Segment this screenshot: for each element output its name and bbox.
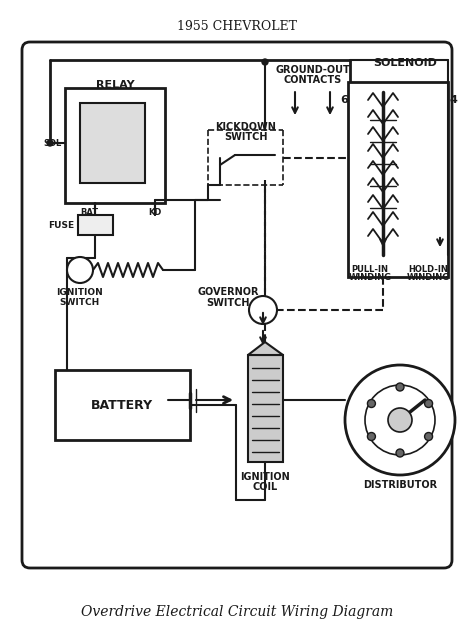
Text: PULL-IN: PULL-IN bbox=[352, 265, 389, 274]
Text: CONTACTS: CONTACTS bbox=[284, 75, 342, 85]
Text: SWITCH: SWITCH bbox=[206, 298, 250, 308]
Text: FUSE: FUSE bbox=[48, 221, 74, 229]
Circle shape bbox=[396, 383, 404, 391]
Circle shape bbox=[67, 257, 93, 283]
Text: IGNITION: IGNITION bbox=[240, 472, 290, 482]
Text: KD: KD bbox=[148, 208, 161, 217]
Circle shape bbox=[262, 59, 268, 65]
Text: DISTRIBUTOR: DISTRIBUTOR bbox=[363, 480, 437, 490]
Text: IGNITION: IGNITION bbox=[56, 288, 103, 297]
Polygon shape bbox=[248, 355, 283, 462]
Polygon shape bbox=[248, 342, 283, 355]
Circle shape bbox=[388, 408, 412, 432]
Bar bbox=[55, 370, 190, 440]
Circle shape bbox=[425, 399, 433, 408]
Bar bbox=[80, 103, 145, 183]
Text: BAT: BAT bbox=[80, 208, 98, 217]
Circle shape bbox=[396, 449, 404, 457]
Text: RELAY: RELAY bbox=[96, 80, 134, 90]
Text: 6: 6 bbox=[340, 95, 348, 105]
Text: Overdrive Electrical Circuit Wiring Diagram: Overdrive Electrical Circuit Wiring Diag… bbox=[81, 605, 393, 619]
Circle shape bbox=[345, 365, 455, 475]
Circle shape bbox=[425, 433, 433, 440]
Text: WINDING: WINDING bbox=[348, 273, 392, 282]
Text: COIL: COIL bbox=[252, 482, 278, 492]
Bar bbox=[65, 88, 165, 203]
Text: WINDING: WINDING bbox=[406, 273, 449, 282]
Circle shape bbox=[47, 140, 53, 146]
Text: 1955 CHEVROLET: 1955 CHEVROLET bbox=[177, 20, 297, 33]
Circle shape bbox=[367, 433, 375, 440]
Text: 4: 4 bbox=[450, 95, 458, 105]
Circle shape bbox=[367, 399, 375, 408]
Text: GOVERNOR: GOVERNOR bbox=[197, 287, 259, 297]
Bar bbox=[348, 82, 448, 277]
Bar bbox=[78, 215, 113, 235]
Text: SWITCH: SWITCH bbox=[60, 298, 100, 307]
Text: BATTERY: BATTERY bbox=[91, 399, 153, 412]
Text: SWITCH: SWITCH bbox=[224, 132, 268, 142]
Text: SOL: SOL bbox=[44, 138, 62, 147]
Circle shape bbox=[249, 296, 277, 324]
Text: GROUND-OUT: GROUND-OUT bbox=[275, 65, 350, 75]
Text: HOLD-IN: HOLD-IN bbox=[408, 265, 448, 274]
Text: KICKDOWN: KICKDOWN bbox=[216, 122, 276, 132]
Text: SOLENOID: SOLENOID bbox=[373, 58, 437, 68]
